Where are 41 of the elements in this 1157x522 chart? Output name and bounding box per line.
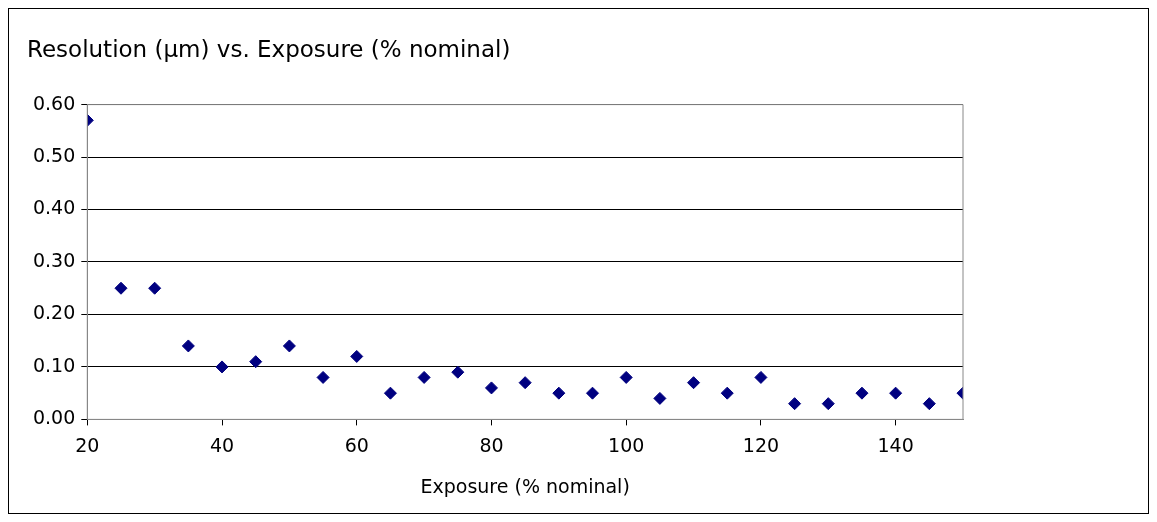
point	[181, 339, 195, 353]
point	[451, 365, 465, 379]
y-tick-label: 0.40	[32, 196, 76, 219]
point	[417, 370, 431, 384]
point	[855, 386, 869, 400]
point	[383, 386, 397, 400]
x-tick-label: 100	[608, 433, 645, 456]
point	[687, 376, 701, 390]
point	[619, 370, 633, 384]
point	[148, 281, 162, 295]
point	[754, 370, 768, 384]
x-axis-title: Exposure (% nominal)	[420, 474, 630, 497]
y-tick-label: 0.00	[32, 406, 76, 429]
point	[114, 281, 128, 295]
point	[586, 386, 600, 400]
x-tick-label: 20	[75, 433, 100, 456]
point	[350, 349, 364, 363]
point	[552, 386, 566, 400]
point	[282, 339, 296, 353]
x-tick-label: 80	[479, 433, 504, 456]
point	[889, 386, 903, 400]
x-tick-label: 40	[209, 433, 235, 456]
point	[215, 360, 229, 374]
point	[316, 370, 330, 384]
y-tick-label: 0.20	[32, 301, 76, 324]
chart-title: Resolution (µm) vs. Exposure (% nominal)	[27, 35, 511, 62]
point	[249, 355, 263, 369]
point	[518, 376, 532, 390]
point	[922, 397, 936, 411]
x-tick-label: 140	[877, 433, 914, 456]
point	[653, 391, 667, 405]
y-tick-label: 0.10	[32, 353, 76, 376]
y-tick-label: 0.30	[32, 248, 76, 271]
y-tick-label: 0.60	[32, 91, 76, 114]
x-tick-label: 60	[344, 433, 369, 456]
point	[821, 397, 835, 411]
point	[788, 397, 802, 411]
x-tick-label: 120	[742, 433, 780, 456]
point	[720, 386, 734, 400]
point	[484, 381, 498, 395]
y-tick-label: 0.50	[32, 144, 76, 166]
